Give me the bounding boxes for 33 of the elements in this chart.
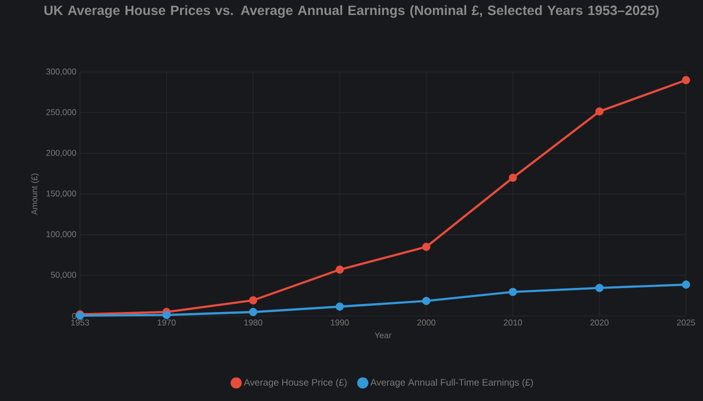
point — [249, 308, 258, 316]
x-tick-label: 1990 — [330, 320, 349, 326]
x-tick-label: 1953 — [71, 320, 90, 326]
y-tick-label: 200,000 — [46, 150, 76, 157]
point — [422, 296, 430, 306]
x-tick-label: 2010 — [504, 320, 522, 326]
x-tick-label: 2025 — [677, 320, 696, 326]
point — [336, 302, 344, 311]
x-axis-title: Year — [374, 332, 392, 338]
point — [508, 288, 517, 296]
point — [508, 174, 517, 182]
x-tick-label: 1970 — [158, 320, 176, 326]
y-tick-label: 0 — [72, 313, 76, 319]
point — [336, 266, 344, 274]
y-axis-title: Amount (£) — [31, 174, 40, 215]
legend-label: Average House Price (£) — [244, 378, 347, 388]
y-tick-label: 150,000 — [46, 190, 76, 198]
point — [682, 76, 690, 84]
chart-title: UK Average House Prices vs. Average Annual Earnings (Nominal £, Selected Years 1953–2025) — [44, 5, 659, 18]
y-tick-label: 100,000 — [46, 231, 76, 238]
x-tick-label: 2000 — [417, 320, 436, 326]
point — [595, 107, 604, 116]
point — [162, 310, 171, 320]
point — [249, 296, 258, 304]
point — [422, 242, 430, 251]
y-tick-label: 250,000 — [46, 109, 76, 116]
point — [595, 284, 604, 292]
x-tick-label: 1980 — [244, 320, 262, 326]
x-tick-label: 2020 — [590, 320, 609, 326]
legend-label: Average Annual Full-Time Earnings (£) — [370, 378, 533, 388]
y-tick-label: 300,000 — [46, 68, 76, 76]
y-tick-label: 50,000 — [50, 272, 76, 279]
point — [682, 280, 690, 289]
